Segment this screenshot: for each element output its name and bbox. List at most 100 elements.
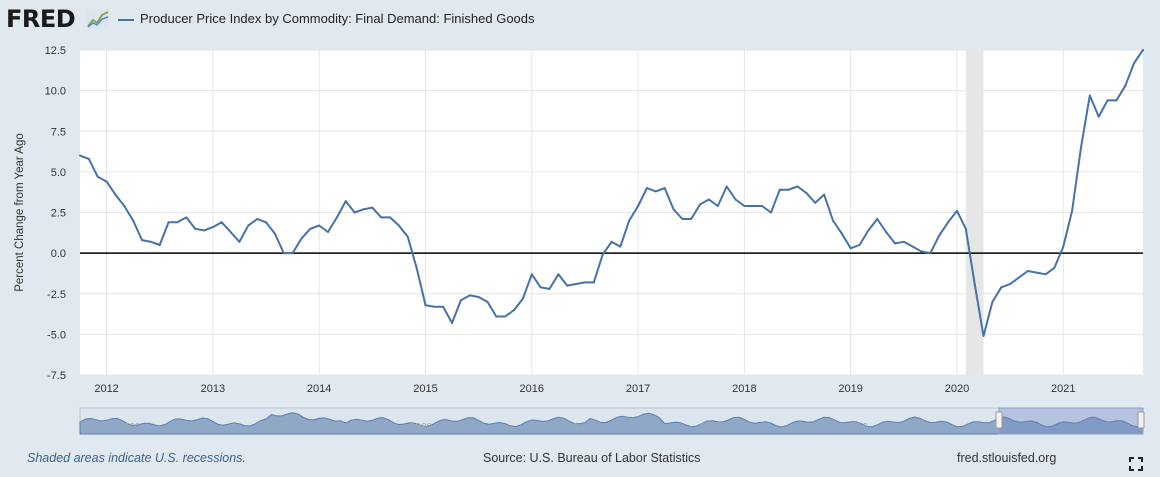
x-tick-label: 2018 [732, 383, 756, 395]
data-point [769, 211, 772, 214]
data-point [229, 231, 232, 233]
data-point [858, 244, 861, 246]
data-point [637, 205, 640, 207]
x-tick-label: 2019 [838, 383, 862, 395]
navigator-label: 1980 [410, 422, 433, 433]
data-point [654, 190, 657, 193]
data-point [982, 335, 985, 337]
fred-logo-chart-icon [87, 9, 109, 29]
data-point [433, 305, 436, 308]
legend[interactable]: Producer Price Index by Commodity: Final… [118, 11, 535, 26]
y-tick-label: 10.0 [45, 86, 66, 98]
data-point [265, 221, 268, 224]
data-point [468, 294, 471, 297]
data-point [194, 227, 197, 230]
y-tick-label: 7.5 [51, 126, 66, 138]
x-tick-label: 2014 [307, 383, 331, 395]
legend-series-swatch [118, 18, 134, 21]
data-point [592, 281, 595, 284]
data-point [132, 219, 135, 222]
data-point [495, 315, 498, 318]
data-point [238, 240, 241, 243]
data-point [1097, 115, 1100, 118]
data-point [309, 227, 312, 230]
data-point [1115, 99, 1118, 102]
data-point [167, 221, 170, 224]
data-point [442, 305, 445, 308]
data-point [575, 283, 578, 285]
x-tick-label: 2020 [945, 383, 969, 395]
data-point [539, 286, 542, 289]
data-point [823, 193, 826, 196]
data-point [371, 206, 374, 209]
y-tick-label: 5.0 [51, 167, 66, 179]
x-tick-label: 2017 [626, 383, 650, 395]
data-point [787, 188, 790, 191]
data-point [805, 192, 808, 194]
fred-logo[interactable]: FRED [6, 5, 76, 33]
data-point [734, 198, 737, 201]
y-tick-label: 0.0 [51, 248, 66, 260]
data-point [849, 247, 852, 250]
data-point [681, 218, 684, 220]
site-link[interactable]: fred.stlouisfed.org [957, 451, 1057, 465]
data-point [451, 322, 454, 324]
navigator-handle[interactable] [995, 411, 1003, 429]
data-point [247, 224, 250, 227]
data-point [176, 221, 179, 224]
data-point [105, 180, 108, 183]
data-point [1009, 283, 1012, 285]
data-point [1062, 245, 1065, 248]
navigator-label: 1970 [266, 422, 289, 433]
data-point [902, 240, 905, 243]
data-point [840, 232, 843, 235]
data-point [1035, 271, 1038, 274]
navigator-label: 1990 [556, 422, 579, 433]
data-point [1142, 49, 1144, 51]
source-text: Source: U.S. Bureau of Labor Statistics [483, 451, 701, 465]
data-point [211, 226, 214, 229]
data-point [327, 231, 330, 233]
data-point [601, 253, 604, 256]
data-point [831, 219, 834, 222]
y-tick-label: -7.5 [47, 370, 66, 382]
data-point [1079, 146, 1082, 149]
y-tick-label: -5.0 [47, 329, 66, 341]
data-point [690, 218, 693, 220]
data-point [796, 185, 799, 188]
data-point [583, 281, 586, 284]
data-point [397, 224, 400, 227]
data-point [273, 232, 276, 235]
data-point [761, 205, 764, 207]
data-point [344, 200, 347, 203]
data-point [389, 216, 392, 219]
navigator-handle[interactable] [1137, 411, 1145, 429]
data-point [291, 252, 294, 255]
data-point [158, 244, 161, 246]
data-point [938, 234, 941, 237]
data-point [79, 154, 81, 157]
fullscreen-icon[interactable] [1129, 457, 1143, 471]
data-point [530, 273, 533, 276]
navigator-label: 2000 [700, 422, 723, 433]
x-tick-label: 2015 [413, 383, 437, 395]
y-tick-label: 12.5 [45, 45, 66, 57]
data-point [486, 300, 489, 303]
data-point [778, 188, 781, 191]
data-point [406, 235, 409, 238]
data-point [1017, 276, 1020, 279]
navigator-label: 1960 [118, 422, 141, 433]
data-point [628, 219, 631, 222]
data-point [867, 229, 870, 232]
data-point [920, 250, 923, 253]
data-point [477, 296, 480, 298]
navigator-label: 2010 [846, 422, 869, 433]
data-point [814, 201, 817, 204]
data-point [947, 221, 950, 224]
data-point [548, 287, 551, 290]
y-tick-label: -2.5 [47, 289, 66, 301]
data-point [557, 273, 560, 276]
x-tick-label: 2013 [201, 383, 225, 395]
data-point [1071, 209, 1074, 212]
data-point [504, 315, 507, 318]
